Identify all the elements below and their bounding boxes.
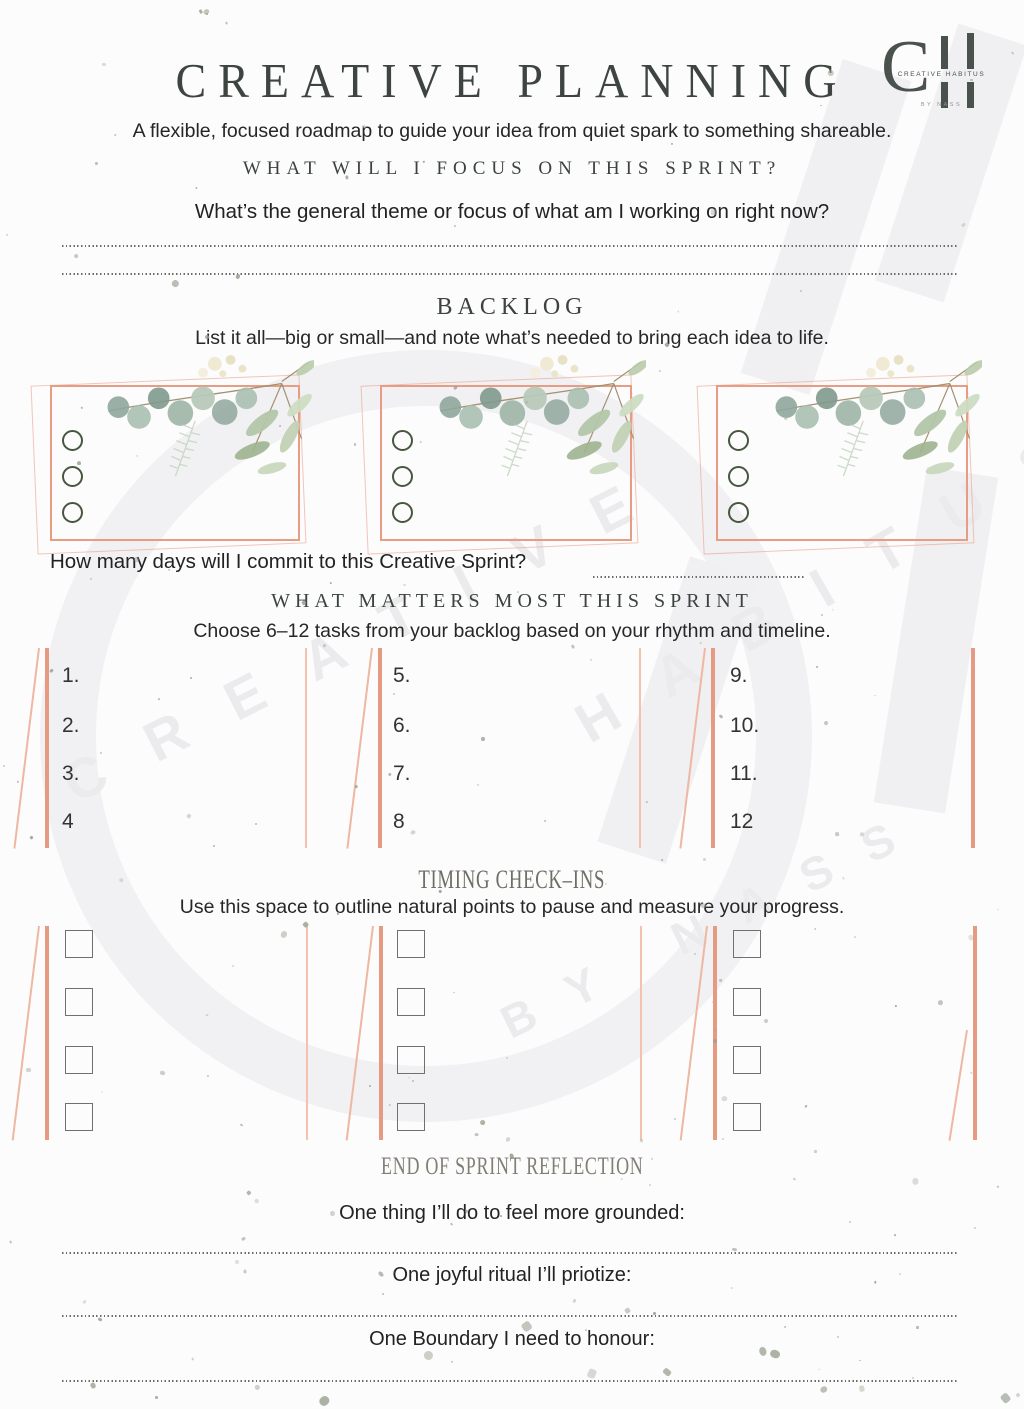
- page-title: CREATIVE PLANNING: [175, 53, 849, 108]
- column-rule-sketch: [679, 925, 708, 1141]
- checkbox[interactable]: [397, 1103, 425, 1131]
- bullet-circle[interactable]: [728, 502, 749, 523]
- checkins-column-2: [397, 928, 457, 1142]
- focus-write-line[interactable]: [62, 245, 958, 247]
- task-slot[interactable]: 9.: [730, 664, 748, 687]
- focus-heading: WHAT WILL I FOCUS ON THIS SPRINT?: [242, 158, 782, 179]
- days-commit-write-line[interactable]: [593, 576, 805, 578]
- matters-column-2: 5. 6. 7. 8: [393, 648, 593, 848]
- matters-heading: WHAT MATTERS MOST THIS SPRINT: [271, 590, 753, 612]
- task-slot[interactable]: 12: [730, 810, 754, 833]
- task-slot[interactable]: 7.: [393, 762, 411, 785]
- column-rule-sketch: [13, 647, 40, 849]
- task-slot[interactable]: 10.: [730, 714, 760, 737]
- checkbox[interactable]: [397, 930, 425, 958]
- brand-name: CREATIVE HABITUS: [897, 71, 986, 78]
- checkbox[interactable]: [733, 988, 761, 1016]
- days-commit-label: How many days will I commit to this Crea…: [50, 550, 527, 573]
- column-rule: [971, 648, 975, 848]
- timing-caption: Use this space to outline natural points…: [179, 896, 845, 918]
- column-rule-sketch: [345, 925, 374, 1141]
- backlog-box[interactable]: [30, 354, 314, 555]
- checkbox[interactable]: [733, 1046, 761, 1074]
- column-rule: [45, 648, 49, 848]
- logo-c-letter: C: [881, 26, 931, 108]
- reflection-prompt-ritual: One joyful ritual I’ll priotize:: [392, 1264, 632, 1286]
- brand-logo: C CREATIVE HABITUS BY NASS: [879, 30, 1004, 120]
- checkbox[interactable]: [397, 1046, 425, 1074]
- eucalyptus-decoration-icon: [106, 354, 314, 478]
- matters-caption: Choose 6–12 tasks from your backlog base…: [193, 620, 831, 642]
- column-rule: [973, 926, 977, 1140]
- column-rule-sketch: [948, 1029, 968, 1141]
- bullet-circle[interactable]: [392, 430, 413, 451]
- task-slot[interactable]: 8: [393, 810, 405, 833]
- eucalyptus-decoration-icon: [438, 354, 646, 478]
- page-subtitle: A flexible, focused roadmap to guide you…: [132, 120, 892, 142]
- bullet-circle[interactable]: [62, 502, 83, 523]
- reflection-heading: END OF SPRINT REFLECTION: [380, 1153, 644, 1180]
- reflection-prompt-boundary: One Boundary I need to honour:: [369, 1328, 655, 1350]
- task-slot[interactable]: 4: [62, 810, 74, 833]
- task-slot[interactable]: 2.: [62, 714, 80, 737]
- logo-h-bar: [941, 36, 948, 69]
- task-slot[interactable]: 5.: [393, 664, 411, 687]
- bullet-circle[interactable]: [728, 430, 749, 451]
- column-rule-sketch: [679, 647, 706, 849]
- column-rule: [378, 648, 382, 848]
- matters-column-3: 9. 10. 11. 12: [730, 648, 930, 848]
- eucalyptus-decoration-icon: [774, 354, 982, 478]
- matters-column-1: 1. 2. 3. 4: [62, 648, 262, 848]
- focus-write-line[interactable]: [62, 273, 958, 275]
- brand-byline: BY NASS: [920, 102, 963, 108]
- checkins-column-1: [65, 928, 125, 1142]
- backlog-box[interactable]: [696, 354, 982, 555]
- checkins-column-3: [733, 928, 793, 1142]
- bullet-circle[interactable]: [62, 466, 83, 487]
- bullet-circle[interactable]: [392, 502, 413, 523]
- column-rule: [640, 926, 642, 1140]
- reflection-write-line[interactable]: [62, 1252, 958, 1254]
- column-rule-sketch: [11, 925, 40, 1141]
- checkbox[interactable]: [65, 930, 93, 958]
- column-rule-sketch: [346, 647, 373, 849]
- column-rule: [306, 926, 308, 1140]
- bullet-circle[interactable]: [62, 430, 83, 451]
- backlog-caption: List it all—big or small—and note what’s…: [195, 327, 829, 349]
- backlog-heading: BACKLOG: [436, 294, 588, 320]
- focus-question: What’s the general theme or focus of wha…: [194, 200, 830, 223]
- column-rule: [639, 648, 641, 848]
- checkbox[interactable]: [65, 1046, 93, 1074]
- bullet-circle[interactable]: [728, 466, 749, 487]
- logo-h-bar: [967, 33, 974, 69]
- task-slot[interactable]: 1.: [62, 664, 80, 687]
- column-rule: [379, 926, 383, 1140]
- reflection-write-line[interactable]: [62, 1380, 958, 1382]
- checkbox[interactable]: [733, 930, 761, 958]
- checkbox[interactable]: [65, 1103, 93, 1131]
- column-rule: [711, 648, 715, 848]
- checkbox[interactable]: [733, 1103, 761, 1131]
- bullet-circle[interactable]: [392, 466, 413, 487]
- reflection-prompt-grounded: One thing I’ll do to feel more grounded:: [339, 1202, 685, 1224]
- reflection-write-line[interactable]: [62, 1315, 958, 1317]
- column-rule: [305, 648, 307, 848]
- column-rule: [713, 926, 717, 1140]
- column-rule: [45, 926, 49, 1140]
- task-slot[interactable]: 6.: [393, 714, 411, 737]
- checkbox[interactable]: [65, 988, 93, 1016]
- checkbox[interactable]: [397, 988, 425, 1016]
- timing-heading: TIMING CHECK–INS: [418, 865, 606, 894]
- task-slot[interactable]: 11.: [730, 762, 758, 785]
- task-slot[interactable]: 3.: [62, 762, 80, 785]
- backlog-box[interactable]: [360, 354, 646, 555]
